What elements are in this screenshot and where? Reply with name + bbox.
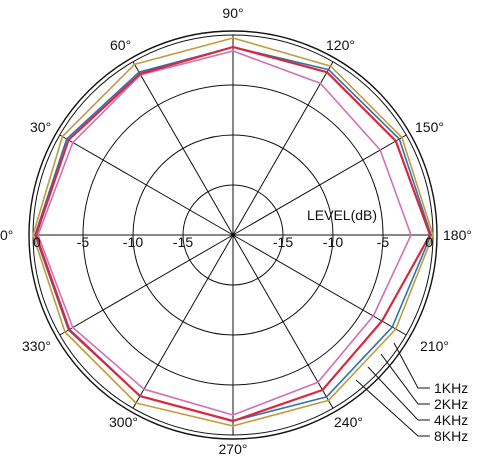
ring-label-left-2: -10 bbox=[123, 234, 143, 250]
tick-labels: 0° 30° 60° 90° 120° 150° 180° 210° 240° 270° 300° 3… bbox=[0, 5, 472, 457]
series-point-2KHz-210 bbox=[391, 326, 394, 328]
series-point-8KHz-300 bbox=[139, 395, 141, 397]
angle-label-330: 330° bbox=[22, 338, 51, 354]
angle-label-120: 120° bbox=[326, 37, 355, 53]
grid-spoke-2 bbox=[132, 61, 234, 236]
series-point-8KHz-180 bbox=[429, 234, 431, 236]
angle-label-240: 240° bbox=[334, 414, 363, 430]
legend-leader-1KHz bbox=[393, 342, 430, 389]
series-point-8KHz-30 bbox=[67, 139, 70, 141]
series-point-8KHz-330 bbox=[68, 328, 71, 331]
series-point-8KHz-120 bbox=[326, 71, 328, 74]
series-point-1KHz-270 bbox=[232, 425, 234, 427]
grid-spoke-10 bbox=[132, 234, 234, 409]
ring-label-left-3: -15 bbox=[173, 234, 193, 250]
legend-leader-2KHz bbox=[380, 353, 430, 405]
series-point-1KHz-60 bbox=[133, 63, 136, 66]
series-point-4KHz-180 bbox=[410, 234, 412, 236]
series-point-8KHz-60 bbox=[139, 73, 141, 75]
series-point-2KHz-150 bbox=[398, 138, 401, 140]
grid-spoke-11 bbox=[59, 234, 234, 336]
series-point-1KHz-300 bbox=[135, 402, 137, 404]
series-point-4KHz-300 bbox=[143, 388, 145, 391]
angle-label-150: 150° bbox=[415, 119, 444, 135]
grid-spoke-5 bbox=[232, 134, 407, 236]
series-point-4KHz-120 bbox=[319, 82, 322, 85]
series-point-8KHz-270 bbox=[232, 420, 234, 422]
grid-spoke-8 bbox=[232, 234, 334, 409]
ring-label-left-1: -5 bbox=[77, 234, 90, 250]
series-point-1KHz-30 bbox=[61, 135, 64, 138]
legend-leader-8KHz bbox=[355, 379, 430, 437]
series-point-8KHz-0 bbox=[35, 234, 37, 236]
series-point-2KHz-240 bbox=[325, 396, 328, 398]
angle-label-300: 300° bbox=[109, 414, 138, 430]
series-point-1KHz-0 bbox=[32, 234, 34, 236]
legend-label-2KHz: 2KHz bbox=[434, 396, 468, 412]
series-point-8KHz-90 bbox=[232, 46, 234, 48]
level-axis-label: LEVEL(dB) bbox=[307, 207, 377, 223]
angle-label-90: 90° bbox=[222, 5, 243, 21]
grid-spoke-7 bbox=[232, 234, 407, 336]
angle-label-210: 210° bbox=[420, 338, 449, 354]
series-point-1KHz-120 bbox=[329, 65, 332, 67]
grid-spoke-4 bbox=[232, 61, 334, 236]
legend-label-4KHz: 4KHz bbox=[434, 412, 468, 428]
ring-label-right-1: -5 bbox=[377, 234, 390, 250]
series-point-4KHz-150 bbox=[379, 149, 382, 151]
series-point-4KHz-210 bbox=[372, 315, 375, 317]
legend-leader-4KHz bbox=[367, 366, 430, 421]
series-point-4KHz-330 bbox=[71, 326, 74, 329]
ring-label-right-0: 0 bbox=[425, 234, 433, 250]
series-point-4KHz-90 bbox=[232, 50, 234, 52]
series-point-1KHz-330 bbox=[64, 331, 66, 333]
series-point-4KHz-0 bbox=[37, 234, 39, 236]
series-point-4KHz-30 bbox=[71, 141, 74, 144]
ring-label-left-0: 0 bbox=[33, 234, 41, 250]
angle-label-180: 180° bbox=[443, 227, 472, 243]
ring-label-right-3: -15 bbox=[273, 234, 293, 250]
series-point-2KHz-30 bbox=[65, 138, 68, 140]
ring-label-right-2: -10 bbox=[323, 234, 343, 250]
series-point-1KHz-240 bbox=[327, 399, 330, 402]
angle-label-30: 30° bbox=[30, 119, 51, 135]
legend-label-8KHz: 8KHz bbox=[434, 428, 468, 444]
series-point-8KHz-150 bbox=[394, 140, 397, 142]
series-point-8KHz-240 bbox=[321, 389, 324, 391]
series-layer bbox=[32, 37, 434, 427]
series-point-8KHz-210 bbox=[381, 320, 383, 322]
series-point-1KHz-210 bbox=[394, 328, 397, 330]
series-point-4KHz-240 bbox=[317, 381, 319, 384]
series-point-1KHz-90 bbox=[232, 37, 234, 39]
outer-frame-ring bbox=[28, 30, 438, 440]
grid-spoke-1 bbox=[59, 134, 234, 236]
series-point-2KHz-60 bbox=[138, 71, 140, 74]
series-point-1KHz-180 bbox=[432, 234, 434, 236]
series-point-1KHz-150 bbox=[401, 136, 403, 139]
polar-grid bbox=[28, 30, 438, 440]
angle-label-270: 270° bbox=[219, 441, 248, 457]
legend-label-1KHz: 1KHz bbox=[434, 380, 468, 396]
series-point-2KHz-120 bbox=[327, 68, 330, 71]
series-point-4KHz-270 bbox=[232, 414, 234, 416]
angle-label-0: 0° bbox=[0, 227, 13, 243]
angle-label-60: 60° bbox=[110, 37, 131, 53]
